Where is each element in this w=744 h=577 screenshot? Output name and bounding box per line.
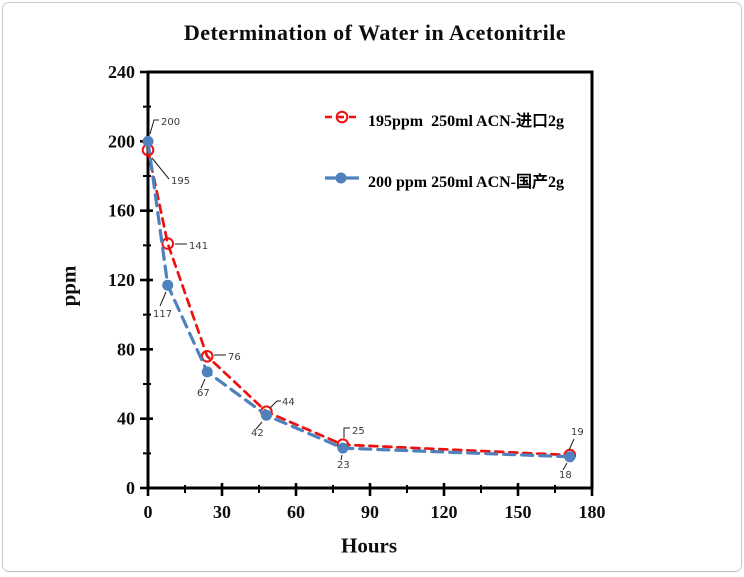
red-dashed-open-circle-marker-icon xyxy=(325,110,361,129)
data-point-label: 195 xyxy=(171,176,190,187)
plot-area: 0 30 60 90 120 150 180 0 40 80 120 160 200 240 195 141 7… xyxy=(3,3,744,577)
data-point-label: 42 xyxy=(251,428,264,439)
y-tick-label: 40 xyxy=(117,409,135,429)
y-axis-title: ppm xyxy=(57,266,82,307)
blue-line-filled-circle-marker-icon xyxy=(325,171,361,190)
label-leader-line xyxy=(160,292,166,306)
legend: 195ppm 250ml ACN-进口2g 200 ppm 250ml ACN-… xyxy=(325,107,564,192)
y-tick-label: 0 xyxy=(126,478,135,498)
label-leader-line xyxy=(569,439,574,450)
label-leader-line xyxy=(563,463,567,470)
y-tick-label: 240 xyxy=(108,62,135,82)
data-point-label: 25 xyxy=(352,426,365,437)
x-axis-title: Hours xyxy=(341,534,397,559)
data-point-label: 76 xyxy=(228,352,241,363)
data-point-marker xyxy=(202,366,213,377)
series-line xyxy=(148,150,570,455)
data-point-marker xyxy=(564,451,575,462)
data-point-marker xyxy=(337,443,348,454)
point-labels: 195 141 76 44 25 19 xyxy=(152,158,584,450)
label-leader-line xyxy=(344,428,350,438)
label-leader-line xyxy=(270,401,281,408)
data-point-marker xyxy=(143,136,154,147)
legend-item-domestic: 200 ppm 250ml ACN-国产2g xyxy=(325,168,564,192)
x-tick-label: 30 xyxy=(213,502,231,522)
data-point-marker xyxy=(162,280,173,291)
legend-label-domestic: 200 ppm 250ml ACN-国产2g xyxy=(368,168,564,192)
legend-label-imported: 195ppm 250ml ACN-进口2g xyxy=(368,107,564,131)
y-tick-label: 80 xyxy=(117,339,135,359)
data-point-label: 44 xyxy=(282,397,295,408)
x-tick-label: 90 xyxy=(361,502,379,522)
data-point-label: 141 xyxy=(189,241,208,252)
x-tick-label: 120 xyxy=(431,502,458,522)
label-leader-line xyxy=(201,379,205,388)
x-tick-label: 0 xyxy=(144,502,153,522)
x-tick-label: 150 xyxy=(505,502,532,522)
data-point-label: 18 xyxy=(559,470,572,481)
label-leader-line xyxy=(152,158,169,179)
data-point-marker xyxy=(261,410,272,421)
x-tick-label: 60 xyxy=(287,502,305,522)
data-point-label: 19 xyxy=(571,427,584,438)
data-point-label: 23 xyxy=(337,460,350,471)
data-point-label: 67 xyxy=(197,388,210,399)
data-point-label: 117 xyxy=(153,309,172,320)
series-imported xyxy=(143,145,575,461)
y-tick-label: 160 xyxy=(108,201,135,221)
x-tick-label: 180 xyxy=(579,502,606,522)
y-tick-label: 120 xyxy=(108,270,135,290)
legend-item-imported: 195ppm 250ml ACN-进口2g xyxy=(325,107,564,131)
y-tick-label: 200 xyxy=(108,131,135,151)
data-point-label: 200 xyxy=(161,117,180,128)
label-leader-line xyxy=(150,120,159,134)
